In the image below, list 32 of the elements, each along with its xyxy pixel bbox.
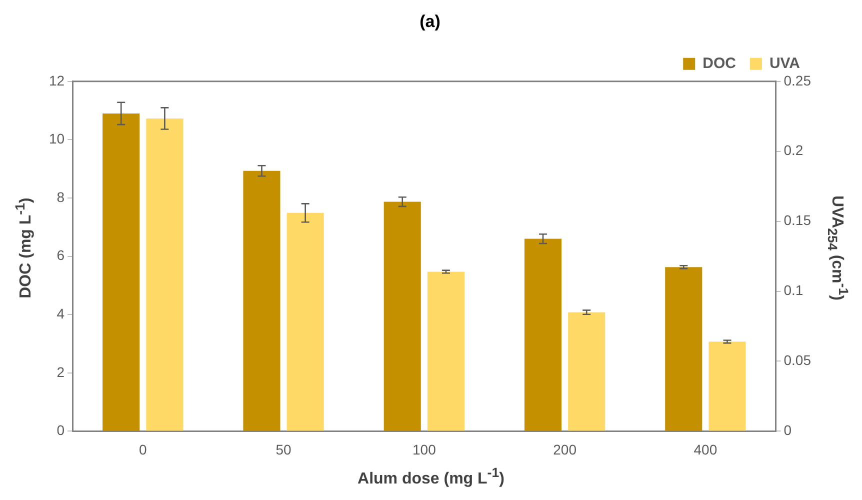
x-tick-label: 200 (553, 441, 577, 458)
x-tick-label: 50 (276, 441, 292, 458)
y2-tick-label: 0.2 (784, 142, 804, 158)
x-tick-label: 400 (694, 441, 718, 458)
y2-tick-label: 0.1 (784, 282, 804, 298)
x-axis-title: Alum dose (mg L$^{-1}$) (356, 464, 506, 488)
y-tick-label: 6 (56, 247, 65, 264)
y-tick-label: 4 (56, 305, 65, 322)
legend-label: UVA (769, 55, 800, 72)
y-tick-label: 10 (48, 130, 65, 147)
x-tick-label: 0 (138, 441, 147, 458)
y-tick-label: 8 (56, 188, 65, 205)
bar (102, 113, 140, 431)
x-tick-label: 100 (412, 441, 436, 458)
y2-tick-label: 0.25 (784, 72, 812, 88)
bar (665, 267, 702, 431)
bar (427, 272, 464, 431)
y2-tick-label: 0.05 (784, 352, 812, 368)
chart-title: (a) (420, 12, 440, 31)
bar (524, 238, 562, 431)
y2-tick-label: 0 (784, 422, 792, 438)
bar (384, 202, 421, 431)
legend-label: DOC (702, 55, 736, 72)
bar (243, 170, 280, 431)
bar (568, 312, 606, 431)
y-tick-label: 2 (56, 364, 65, 380)
bar (708, 342, 746, 431)
bar (286, 212, 324, 431)
y2-tick-label: 0.15 (784, 212, 812, 228)
y-tick-label: 0 (56, 422, 65, 438)
bar (146, 118, 184, 431)
y-tick-label: 12 (48, 72, 65, 88)
